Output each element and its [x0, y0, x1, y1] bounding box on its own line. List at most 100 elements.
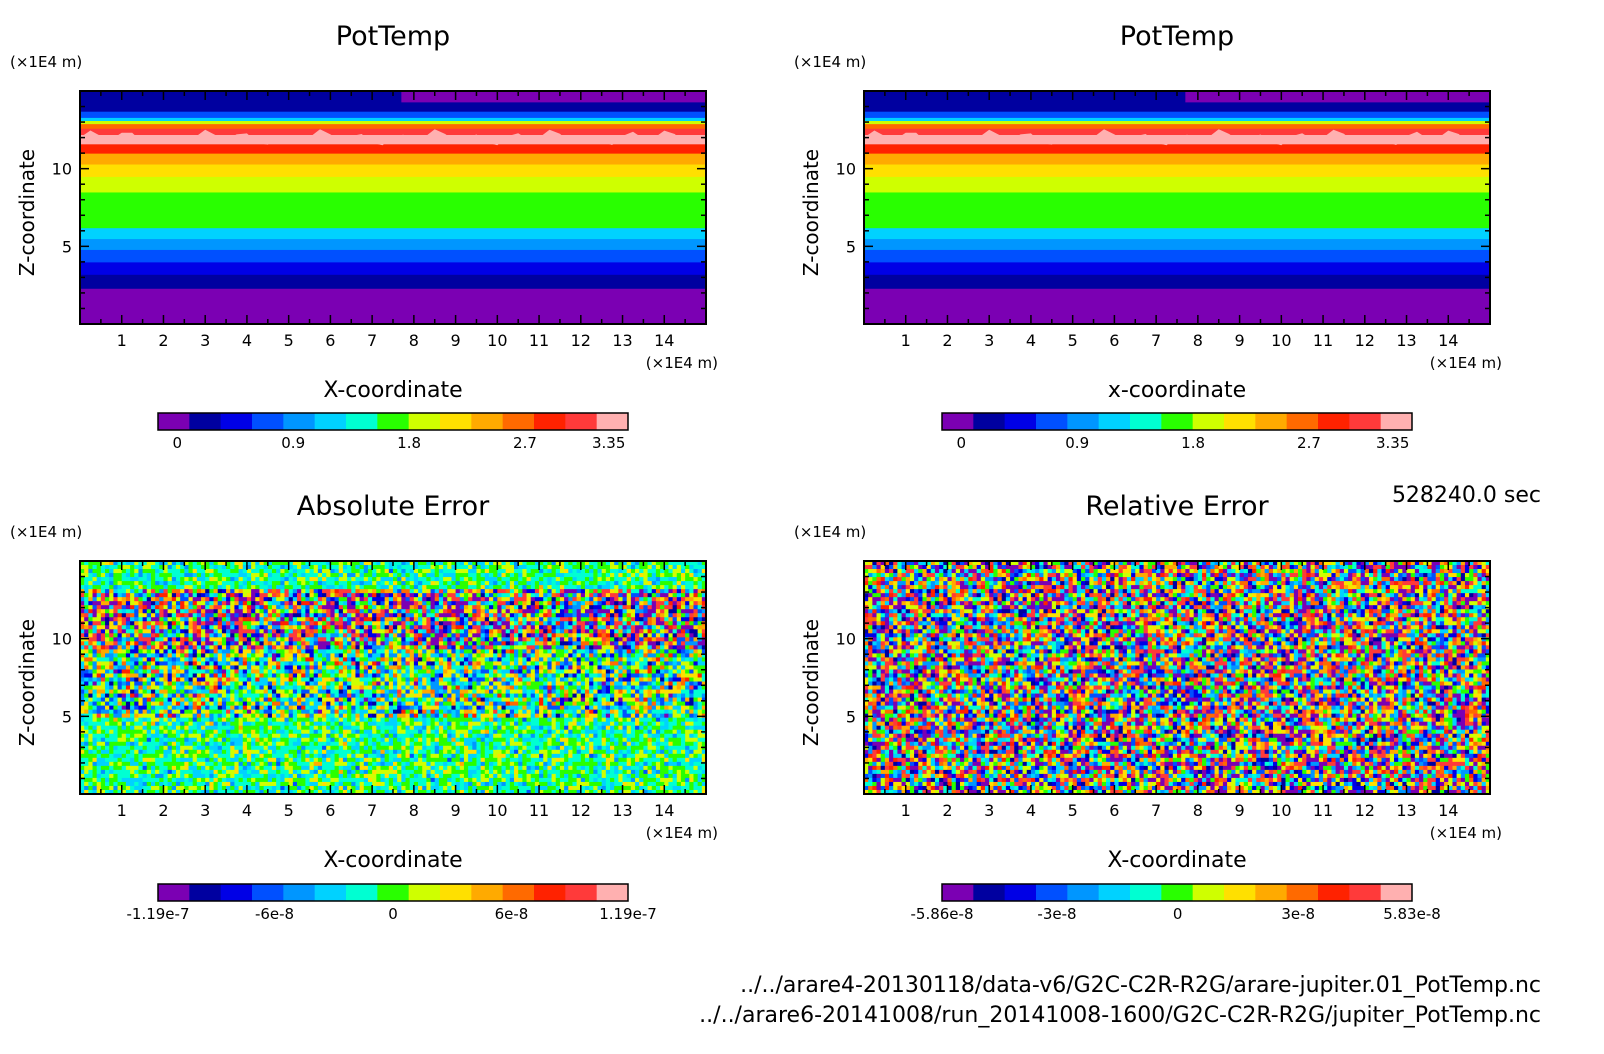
cell	[559, 665, 565, 670]
cell	[334, 645, 340, 650]
cell	[259, 649, 265, 654]
cell	[422, 677, 427, 682]
cell	[184, 609, 189, 614]
cell	[142, 637, 148, 642]
y-tick-label: 5	[62, 237, 72, 256]
chart-title: PotTemp	[336, 21, 450, 52]
cell	[472, 573, 477, 578]
cell	[584, 601, 590, 606]
cell	[171, 617, 177, 622]
cell	[167, 673, 173, 678]
cell	[564, 577, 569, 582]
cell	[355, 661, 361, 666]
cell	[497, 589, 502, 594]
cell	[668, 633, 674, 638]
cell	[130, 577, 135, 582]
cell	[676, 597, 682, 602]
cell	[217, 653, 223, 658]
cell	[226, 597, 231, 602]
cell	[555, 581, 561, 586]
cell	[159, 633, 164, 638]
cell	[196, 633, 202, 638]
cell	[534, 613, 540, 618]
cell	[409, 573, 415, 578]
cell	[138, 609, 143, 614]
cell	[292, 665, 298, 670]
cell	[372, 649, 377, 654]
cell	[655, 669, 661, 674]
cell	[630, 633, 636, 638]
band-8	[80, 164, 706, 177]
cell	[376, 673, 381, 678]
cell	[476, 581, 482, 586]
cell	[593, 625, 598, 630]
cell	[626, 561, 632, 566]
cell	[230, 677, 235, 682]
cell	[488, 597, 494, 602]
cell	[80, 613, 85, 618]
cell	[271, 605, 277, 610]
cell	[347, 565, 352, 570]
cell	[434, 617, 440, 622]
cell	[397, 589, 402, 594]
cell	[509, 589, 515, 594]
cell	[196, 577, 202, 582]
cell	[121, 609, 127, 614]
cell	[651, 677, 657, 682]
cell	[221, 609, 227, 614]
cell	[484, 653, 490, 658]
cell	[384, 637, 390, 642]
cell	[384, 657, 390, 662]
cell	[484, 677, 490, 682]
cell	[301, 589, 306, 594]
cell	[138, 665, 143, 670]
cell	[159, 593, 164, 598]
cell	[576, 653, 582, 658]
cell	[418, 589, 423, 594]
cell	[455, 673, 461, 678]
cell	[480, 601, 486, 606]
cell	[134, 605, 139, 610]
cell	[647, 593, 653, 598]
cell	[276, 561, 281, 566]
cell	[263, 597, 269, 602]
cell	[701, 677, 706, 682]
cell	[697, 617, 703, 622]
cell	[192, 625, 198, 630]
cell	[96, 569, 102, 574]
cell	[184, 661, 189, 666]
cell	[418, 613, 423, 618]
cell	[526, 649, 532, 654]
cell	[601, 661, 607, 666]
cell	[551, 597, 557, 602]
cell	[534, 565, 540, 570]
cell	[580, 589, 586, 594]
cell	[105, 609, 110, 614]
cell	[355, 605, 361, 610]
cell	[572, 605, 578, 610]
cell	[322, 665, 327, 670]
cell	[226, 621, 231, 626]
cell	[184, 637, 189, 642]
cell	[459, 569, 465, 574]
cell	[338, 617, 344, 622]
cell	[167, 573, 173, 578]
cell	[217, 609, 223, 614]
cell	[105, 605, 110, 610]
cell	[326, 577, 331, 582]
cell	[584, 665, 590, 670]
cell	[317, 657, 323, 662]
cell	[271, 593, 277, 598]
cell	[434, 585, 440, 590]
cell	[434, 589, 440, 594]
cell	[213, 609, 219, 614]
cell	[209, 677, 214, 682]
cell	[380, 609, 386, 614]
cell	[647, 621, 653, 626]
cell	[317, 661, 323, 666]
cell	[639, 629, 644, 634]
cell	[568, 653, 573, 658]
cell	[372, 657, 377, 662]
cell	[472, 673, 477, 678]
cell	[342, 681, 348, 686]
